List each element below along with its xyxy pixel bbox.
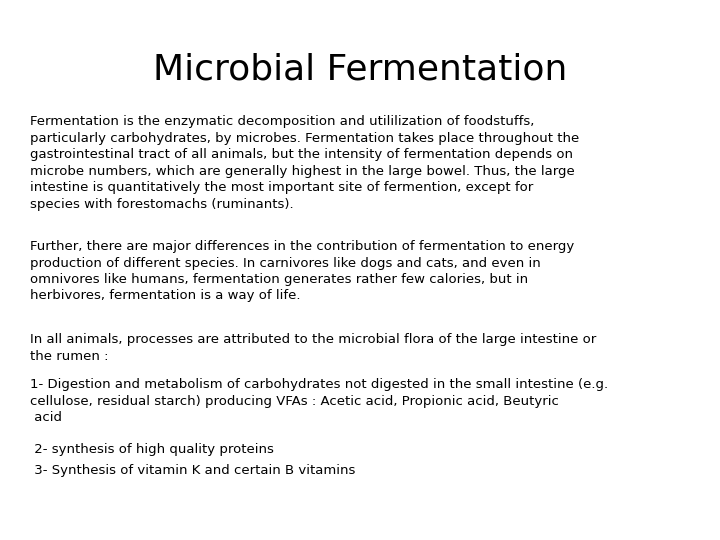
Text: Fermentation is the enzymatic decomposition and utililization of foodstuffs,
par: Fermentation is the enzymatic decomposit…: [30, 115, 580, 211]
Text: 2- synthesis of high quality proteins: 2- synthesis of high quality proteins: [30, 443, 274, 456]
Text: In all animals, processes are attributed to the microbial flora of the large int: In all animals, processes are attributed…: [30, 333, 596, 362]
Text: Further, there are major differences in the contribution of fermentation to ener: Further, there are major differences in …: [30, 240, 575, 302]
Text: 1- Digestion and metabolism of carbohydrates not digested in the small intestine: 1- Digestion and metabolism of carbohydr…: [30, 378, 608, 424]
Text: Microbial Fermentation: Microbial Fermentation: [153, 52, 567, 86]
Text: 3- Synthesis of vitamin K and certain B vitamins: 3- Synthesis of vitamin K and certain B …: [30, 464, 356, 477]
